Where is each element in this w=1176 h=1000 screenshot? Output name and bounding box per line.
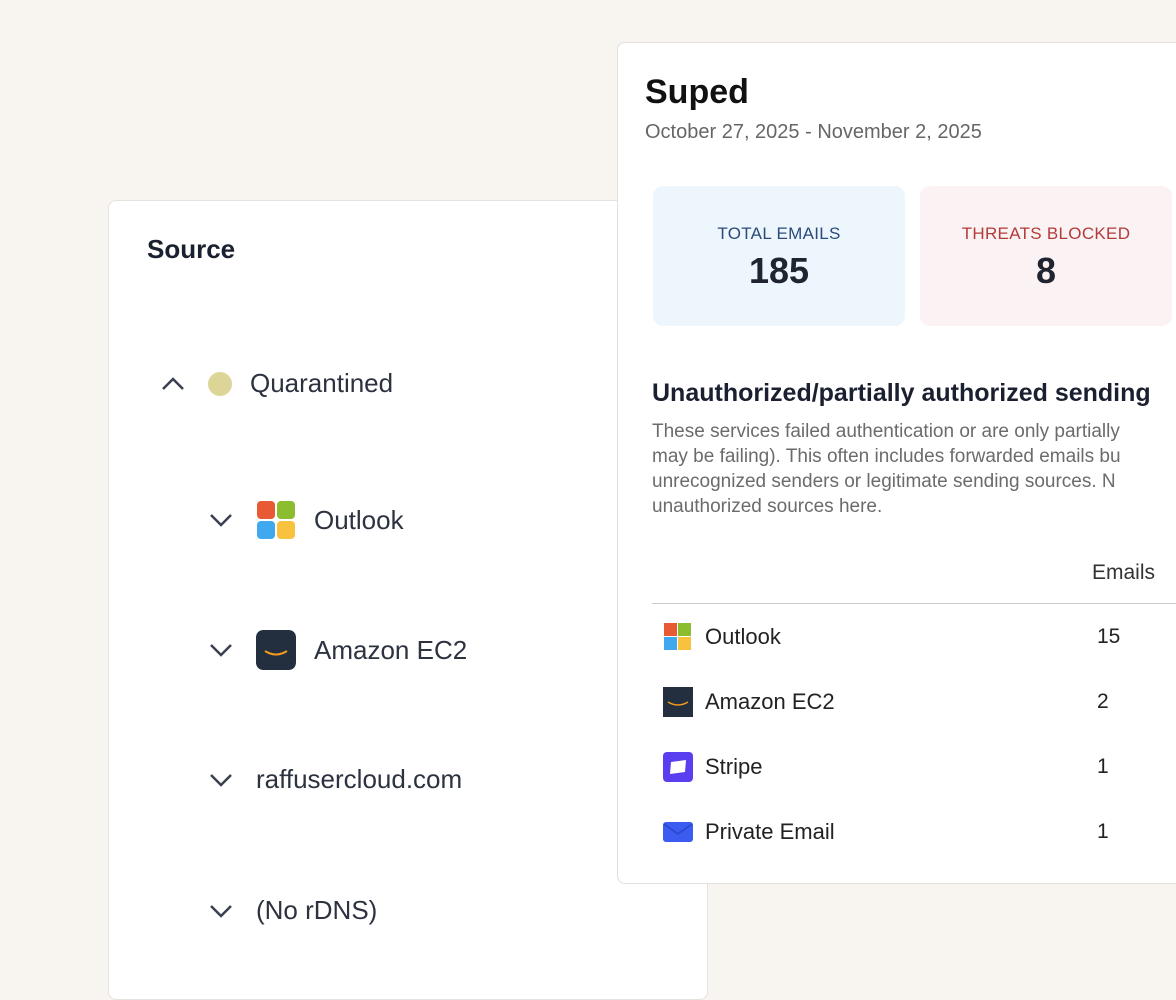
chevron-down-icon[interactable] [208, 898, 234, 924]
description-line: unrecognized senders or legitimate sendi… [652, 471, 1116, 492]
microsoft-icon [257, 501, 295, 539]
chevron-down-icon[interactable] [208, 767, 234, 793]
tree-item-raffusercloud[interactable]: raffusercloud.com [208, 764, 462, 795]
tree-item-label: raffusercloud.com [256, 764, 463, 794]
stat-value: 185 [748, 250, 810, 291]
stat-label: THREATS BLOCKED [961, 224, 1131, 243]
status-dot-icon [208, 371, 232, 396]
row-emails: 1 [1097, 820, 1109, 843]
mail-icon [663, 822, 693, 842]
tree-item-no-rdns[interactable]: (No rDNS) [208, 895, 377, 926]
divider [652, 603, 1176, 604]
row-emails: 2 [1097, 690, 1109, 713]
section-title: Unauthorized/partially authorized sendin… [652, 379, 1151, 407]
microsoft-icon [664, 623, 691, 650]
amazon-icon [256, 630, 296, 670]
report-title: Suped [645, 73, 749, 111]
table-row[interactable]: Private Email 1 [663, 817, 1176, 847]
row-name: Outlook [705, 624, 781, 649]
row-emails: 15 [1097, 625, 1121, 648]
report-card: Suped October 27, 2025 - November 2, 202… [617, 42, 1176, 884]
amazon-icon [663, 687, 693, 717]
tree-item-amazon-ec2[interactable]: Amazon EC2 [208, 630, 467, 670]
source-title: Source [147, 234, 236, 264]
chevron-up-icon[interactable] [160, 371, 186, 397]
tree-item-quarantined[interactable]: Quarantined [160, 368, 393, 399]
tree-item-outlook[interactable]: Outlook [208, 500, 404, 540]
date-range: October 27, 2025 - November 2, 2025 [645, 121, 982, 143]
row-name: Private Email [705, 819, 835, 844]
tree-item-label: Quarantined [250, 368, 394, 398]
row-emails: 1 [1097, 755, 1109, 778]
chevron-down-icon[interactable] [208, 637, 234, 663]
stat-value: 8 [1035, 250, 1057, 291]
column-header-emails[interactable]: Emails [1092, 561, 1156, 584]
stat-threats-blocked: THREATS BLOCKED 8 [920, 186, 1172, 326]
row-name: Amazon EC2 [705, 689, 835, 714]
stat-total-emails: TOTAL EMAILS 185 [653, 186, 905, 326]
chevron-down-icon[interactable] [208, 507, 234, 533]
table-row[interactable]: Outlook 15 [663, 622, 1176, 652]
row-name: Stripe [705, 754, 763, 779]
tree-item-label: Outlook [314, 504, 404, 535]
tree-item-label: (No rDNS) [256, 895, 378, 925]
stripe-icon [663, 752, 693, 782]
description-line: unauthorized sources here. [652, 496, 883, 517]
table-row[interactable]: Amazon EC2 2 [663, 687, 1176, 717]
source-panel: Source [108, 200, 708, 1000]
section-description: These services failed authentication or … [652, 419, 1176, 519]
stat-label: TOTAL EMAILS [717, 224, 841, 243]
description-line: may be failing). This often includes for… [652, 446, 1121, 467]
tree-item-label: Amazon EC2 [314, 634, 468, 665]
table-row[interactable]: Stripe 1 [663, 752, 1176, 782]
description-line: These services failed authentication or … [652, 421, 1120, 442]
